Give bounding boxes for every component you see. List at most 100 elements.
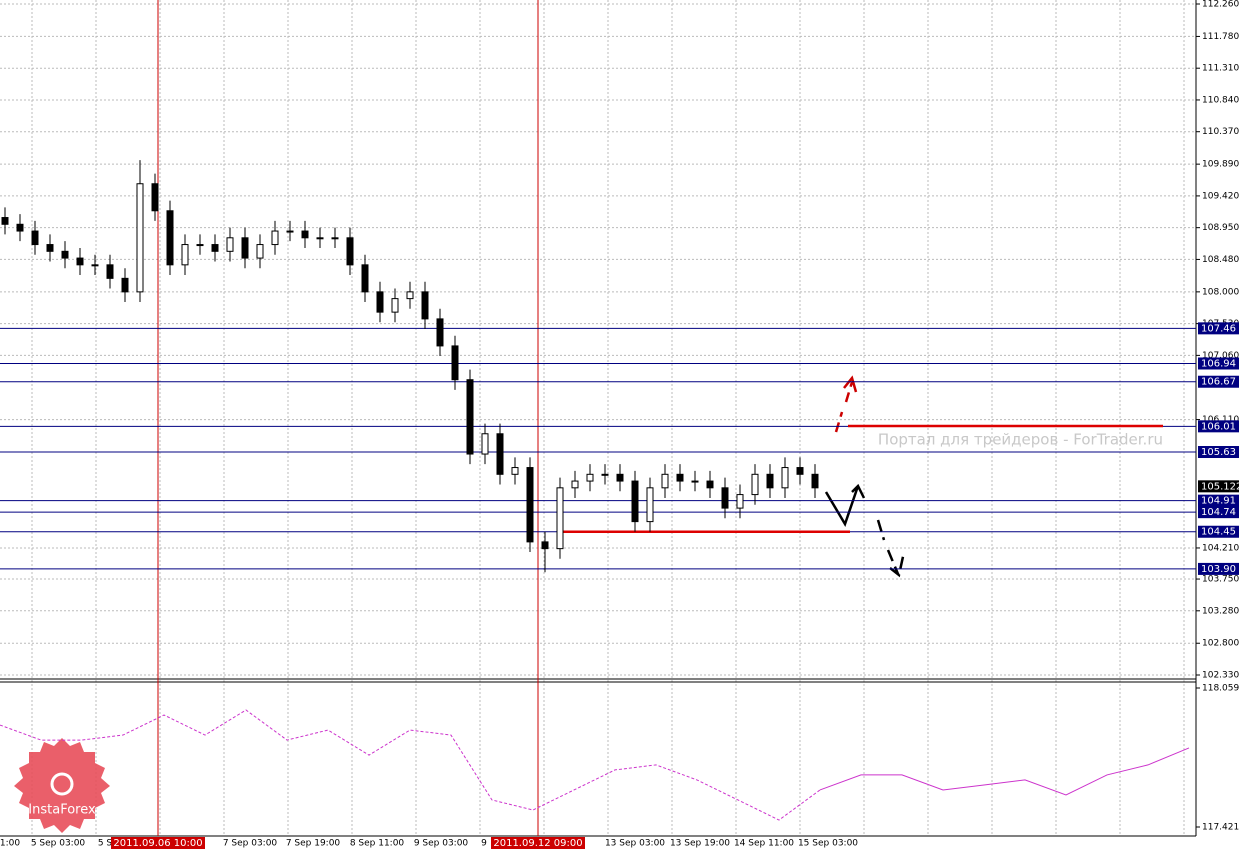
logo: InstaForex xyxy=(14,738,110,833)
candle-body xyxy=(361,264,369,293)
candle-body xyxy=(616,473,624,482)
candle-body xyxy=(166,210,174,266)
logo-text: InstaForex xyxy=(28,803,96,818)
candle-body xyxy=(721,487,729,509)
level-box xyxy=(1198,494,1239,507)
level-label: 103.90 xyxy=(1201,564,1236,575)
candle-body xyxy=(31,230,39,246)
indicator-tick-label: 118.059 xyxy=(1202,684,1239,694)
candle-body xyxy=(601,473,609,476)
y-tick-label: 108.000 xyxy=(1202,287,1239,297)
time-label: 9 Sep 03:00 xyxy=(414,839,469,849)
candle-body xyxy=(286,230,294,233)
candle-body xyxy=(466,379,474,455)
level-label: 107.46 xyxy=(1201,323,1236,334)
candle-body xyxy=(301,230,309,239)
y-tick-label: 108.950 xyxy=(1202,223,1239,233)
level-box xyxy=(1198,420,1239,433)
candle-body xyxy=(556,487,564,550)
level-label: 104.45 xyxy=(1201,527,1236,538)
candle-body xyxy=(781,467,789,489)
time-label: 15 Sep 03:00 xyxy=(798,839,858,849)
y-tick-label: 102.330 xyxy=(1202,671,1239,681)
candle-body xyxy=(706,480,714,489)
candle-body xyxy=(211,244,219,252)
highlighted-time: 2011.09.06 10:00 xyxy=(113,838,202,849)
time-label: 1:00 xyxy=(0,839,20,849)
candle-body xyxy=(796,467,804,475)
level-box xyxy=(1198,322,1239,335)
y-tick-label: 111.310 xyxy=(1202,64,1239,74)
watermark: Портал для трейдеров - ForTrader.ru xyxy=(878,431,1163,449)
annotation-arrows xyxy=(824,375,906,578)
candle-body xyxy=(121,277,129,293)
candle-body xyxy=(481,433,489,455)
indicator-tick-label: 117.421 xyxy=(1202,823,1239,833)
candle-body xyxy=(646,487,654,523)
candle-body xyxy=(661,473,669,489)
candle-body xyxy=(436,318,444,347)
y-tick-label: 109.420 xyxy=(1202,191,1239,201)
candle-body xyxy=(61,250,69,259)
level-label: 106.94 xyxy=(1201,358,1236,369)
candle-body xyxy=(136,183,144,293)
level-box xyxy=(1198,357,1239,370)
candle-body xyxy=(76,257,84,266)
highlighted-time: 2011.09.12 09:00 xyxy=(493,838,582,849)
candle-body xyxy=(571,480,579,489)
candle-body xyxy=(391,298,399,313)
indicator-line xyxy=(0,709,821,821)
level-label: 105.63 xyxy=(1201,447,1236,458)
candle-body xyxy=(376,291,384,313)
y-tick-label: 104.210 xyxy=(1202,543,1239,553)
indicator-line xyxy=(819,747,1190,796)
candle-body xyxy=(91,264,99,267)
level-label: 106.01 xyxy=(1201,421,1236,432)
candle-body xyxy=(586,473,594,482)
y-tick-label: 109.890 xyxy=(1202,160,1239,170)
candle-body xyxy=(151,183,159,212)
candle-body xyxy=(196,244,204,247)
time-highlight xyxy=(111,837,205,849)
current-price-box xyxy=(1198,480,1239,493)
level-box xyxy=(1198,562,1239,575)
candle-body xyxy=(316,237,324,240)
candle-body xyxy=(1,217,9,225)
time-label: 8 Sep 11:00 xyxy=(350,839,405,849)
candle-body xyxy=(346,237,354,266)
time-label: 13 Sep 03:00 xyxy=(605,839,665,849)
candle-body xyxy=(406,291,414,300)
time-highlight xyxy=(491,837,585,849)
y-tick-label: 112.260 xyxy=(1202,0,1239,10)
candle-body xyxy=(256,244,264,259)
level-box xyxy=(1198,506,1239,519)
candle-body xyxy=(511,467,519,475)
candle-body xyxy=(226,237,234,252)
y-tick-label: 106.110 xyxy=(1202,415,1239,425)
candle-body xyxy=(181,244,189,266)
level-box xyxy=(1198,525,1239,538)
time-label: 9 xyxy=(481,839,487,849)
candle-body xyxy=(106,264,114,279)
candle-body xyxy=(631,480,639,523)
candle-body xyxy=(331,237,339,240)
time-label: 7 Sep 03:00 xyxy=(223,839,278,849)
y-tick-label: 103.750 xyxy=(1202,575,1239,585)
y-tick-label: 107.060 xyxy=(1202,351,1239,361)
candle-body xyxy=(541,541,549,550)
y-tick-label: 102.800 xyxy=(1202,639,1239,649)
candle-body xyxy=(451,345,459,381)
candle-body xyxy=(241,237,249,259)
time-label: 5 S xyxy=(98,839,113,849)
candle-body xyxy=(16,223,24,232)
candle-body xyxy=(691,480,699,483)
time-label: 14 Sep 11:00 xyxy=(734,839,794,849)
y-tick-label: 110.840 xyxy=(1202,95,1239,105)
candle-body xyxy=(811,473,819,489)
time-label: 7 Sep 19:00 xyxy=(286,839,341,849)
candle-body xyxy=(46,244,54,252)
y-tick-label: 103.280 xyxy=(1202,606,1239,616)
candle-body xyxy=(751,473,759,496)
